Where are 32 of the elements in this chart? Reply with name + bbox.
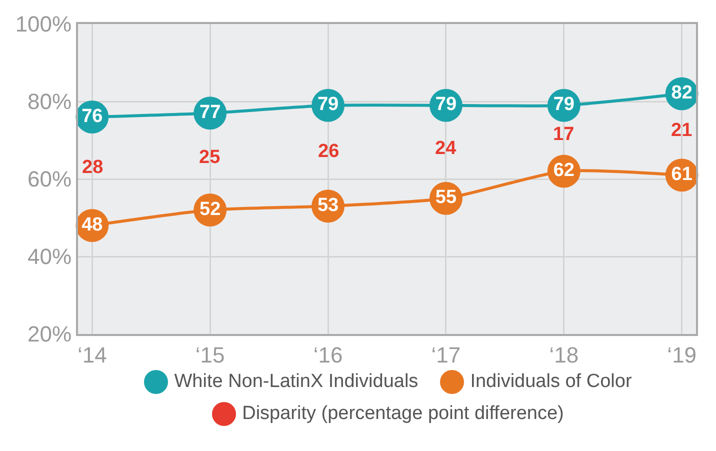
- y-tick-label: 40%: [28, 244, 72, 270]
- y-tick-label: 80%: [28, 89, 72, 114]
- data-label: 79: [317, 94, 339, 116]
- x-tick-label: ‘15: [195, 342, 225, 368]
- annotation: 26: [318, 141, 340, 162]
- data-label: 79: [435, 94, 457, 116]
- data-label: 76: [82, 106, 103, 127]
- x-tick-label: ‘19: [667, 342, 697, 368]
- legend-label: Disparity (percentage point difference): [242, 403, 564, 425]
- x-tick-label: ‘14: [77, 342, 107, 368]
- annotation: 28: [82, 157, 104, 178]
- annotation: 21: [671, 120, 693, 141]
- data-label: 53: [317, 194, 339, 216]
- data-label: 48: [82, 214, 103, 236]
- data-label: 82: [671, 82, 692, 104]
- x-tick-label: ‘16: [313, 342, 343, 368]
- data-label: 55: [435, 187, 457, 208]
- data-label: 52: [200, 198, 221, 220]
- legend-label: Individuals of Color: [470, 371, 632, 393]
- x-tick-label: ‘17: [431, 342, 461, 368]
- x-tick-label: ‘18: [549, 342, 579, 368]
- annotation: 17: [553, 124, 574, 145]
- annotation: 25: [199, 147, 221, 168]
- data-label: 61: [671, 164, 693, 185]
- data-label: 62: [553, 160, 574, 181]
- y-tick-label: 100%: [15, 12, 72, 37]
- data-label: 79: [553, 94, 574, 116]
- y-tick-label: 60%: [28, 166, 72, 192]
- annotation: 24: [435, 138, 457, 159]
- data-label: 77: [200, 102, 221, 123]
- y-tick-label: 20%: [28, 322, 72, 347]
- legend-label: White Non-LatinX Individuals: [174, 371, 418, 393]
